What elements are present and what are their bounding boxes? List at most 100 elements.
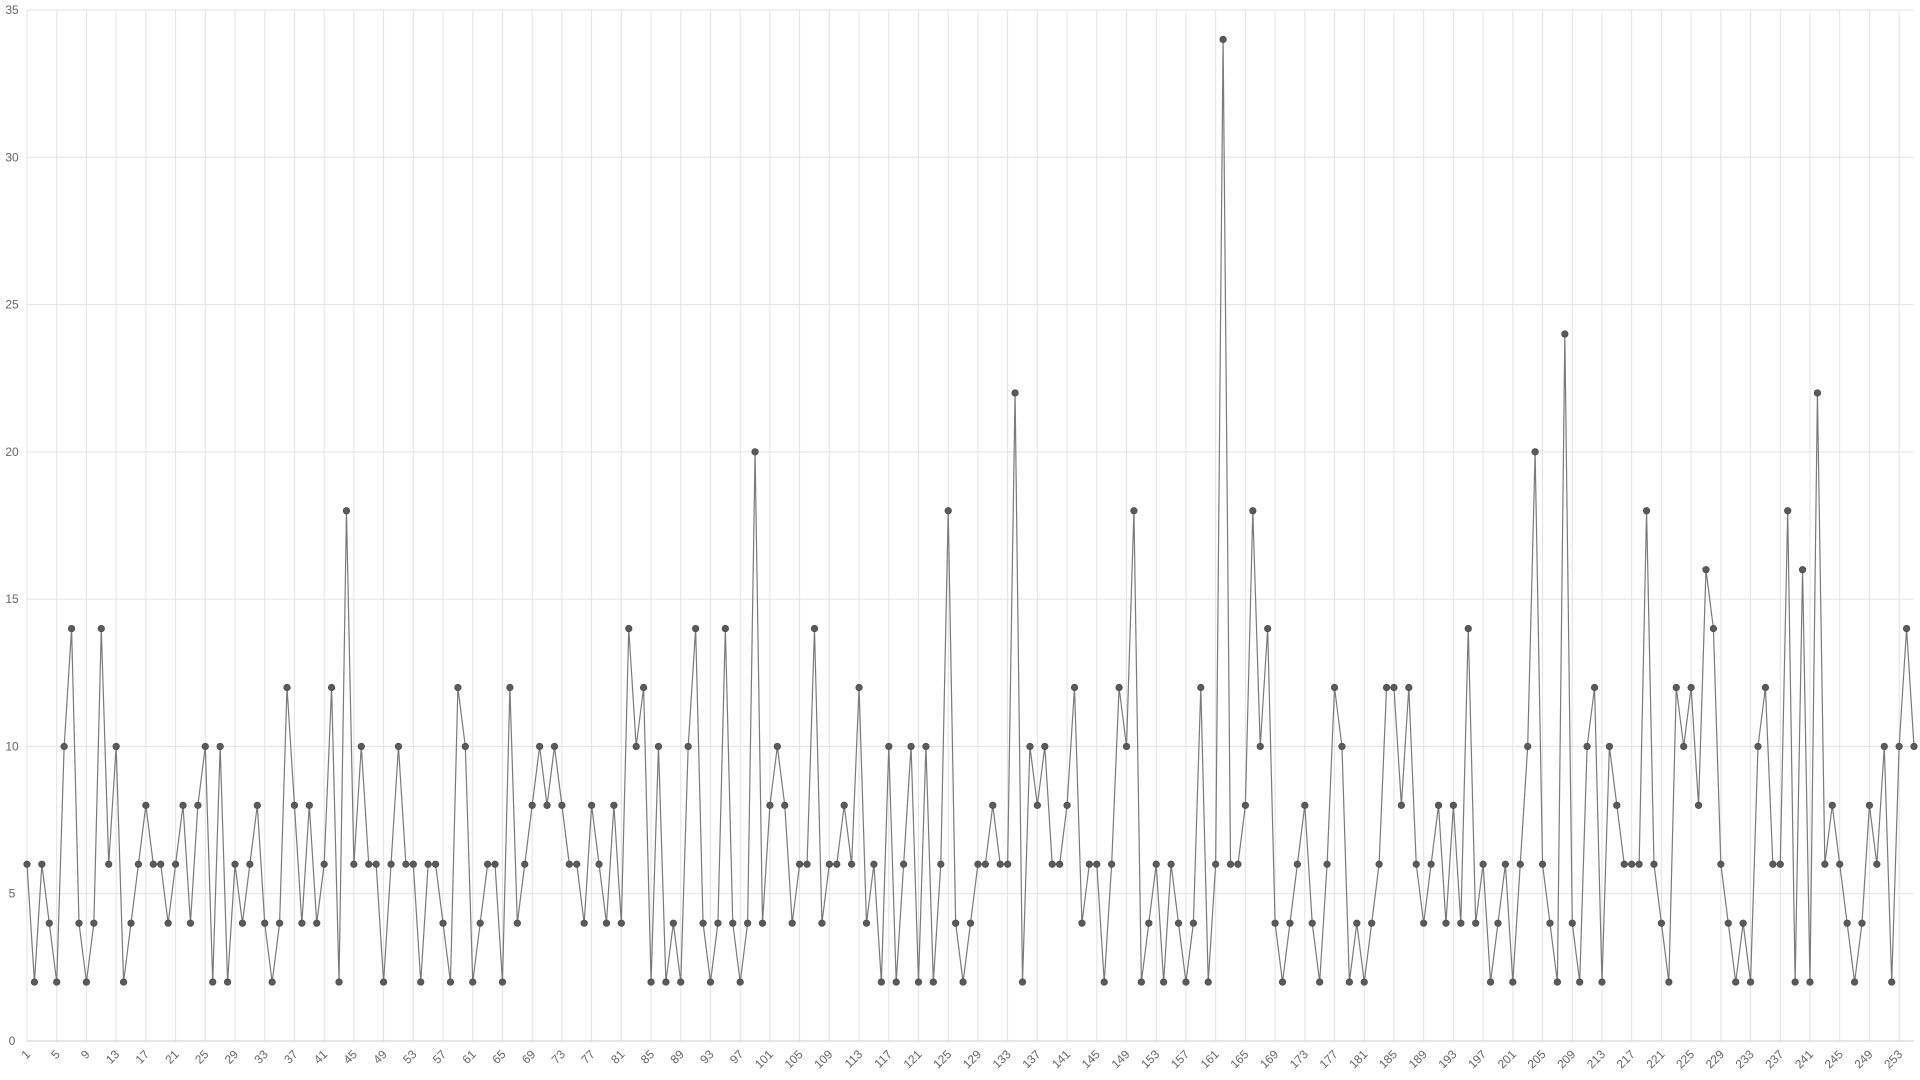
data-point: [1813, 389, 1822, 397]
data-point: [1278, 978, 1287, 986]
data-point: [246, 860, 254, 868]
data-point: [417, 978, 425, 986]
x-tick-label: 177: [1317, 1047, 1341, 1071]
x-tick-label: 181: [1346, 1047, 1370, 1071]
data-point: [1836, 860, 1844, 868]
x-tick-label: 29: [222, 1047, 242, 1067]
data-point: [1145, 919, 1153, 927]
data-point: [171, 860, 180, 868]
data-point: [736, 978, 744, 986]
data-point: [1063, 801, 1071, 809]
data-point: [1420, 919, 1428, 927]
data-point: [1902, 624, 1911, 633]
data-point: [1204, 978, 1212, 986]
data-point: [30, 978, 39, 986]
data-point: [862, 919, 871, 927]
data-point: [1078, 919, 1086, 927]
data-point: [223, 978, 232, 986]
data-point: [662, 978, 670, 986]
data-point: [1434, 801, 1443, 809]
data-point: [1219, 35, 1227, 44]
data-point: [907, 742, 915, 751]
data-point: [1546, 919, 1554, 927]
data-point: [1583, 742, 1591, 751]
data-point: [1850, 978, 1859, 986]
data-point: [1761, 683, 1770, 692]
x-tick-label: 129: [960, 1047, 984, 1071]
x-tick-label: 9: [78, 1047, 93, 1062]
data-point: [1301, 801, 1309, 809]
y-tick-label: 0: [9, 1034, 16, 1048]
data-point: [149, 860, 157, 868]
data-point: [1130, 507, 1138, 515]
x-tick-label: 121: [901, 1047, 925, 1071]
data-point: [1264, 624, 1272, 633]
data-point: [588, 801, 596, 809]
data-point: [1026, 742, 1034, 751]
data-point: [1791, 978, 1799, 986]
data-point: [536, 742, 544, 751]
data-point: [283, 683, 291, 692]
x-tick-label: 113: [842, 1047, 866, 1071]
data-point: [840, 801, 848, 809]
data-point: [1769, 860, 1777, 868]
data-point: [1048, 860, 1056, 868]
data-point: [164, 919, 172, 927]
x-tick-label: 125: [930, 1047, 954, 1071]
data-point: [981, 860, 989, 868]
data-point: [476, 919, 484, 927]
data-point: [298, 919, 306, 927]
data-point: [1709, 624, 1718, 633]
data-point: [1605, 742, 1614, 751]
data-point: [1360, 978, 1368, 986]
data-point: [1152, 860, 1160, 868]
data-point: [1085, 860, 1093, 868]
data-point: [1717, 860, 1725, 868]
data-point: [97, 624, 105, 633]
x-tick-label: 189: [1406, 1047, 1430, 1071]
data-point: [1776, 860, 1784, 868]
data-point: [870, 860, 878, 868]
data-point: [387, 860, 395, 868]
x-tick-label: 205: [1525, 1047, 1549, 1071]
y-tick-label: 30: [5, 150, 19, 164]
data-point: [654, 742, 663, 751]
data-point: [1479, 860, 1487, 868]
data-point: [1323, 860, 1331, 868]
data-point: [989, 801, 997, 809]
data-point: [1122, 742, 1131, 751]
y-tick-label: 25: [5, 298, 19, 312]
data-point: [1613, 801, 1621, 809]
x-tick-label: 1: [18, 1047, 33, 1062]
x-tick-label: 17: [133, 1047, 153, 1067]
data-point: [157, 860, 165, 868]
x-tick-label: 49: [370, 1047, 390, 1067]
x-tick-label: 201: [1495, 1047, 1519, 1071]
data-point: [1895, 742, 1903, 751]
data-point: [335, 978, 343, 986]
data-point: [521, 860, 529, 868]
data-point: [268, 978, 276, 986]
data-point: [491, 860, 499, 868]
data-point: [706, 978, 715, 986]
x-tick-label: 213: [1584, 1047, 1608, 1071]
data-point: [1561, 330, 1569, 338]
x-tick-label: 245: [1822, 1047, 1846, 1071]
data-point: [1330, 683, 1339, 692]
data-point: [677, 978, 685, 986]
data-point: [810, 624, 819, 633]
data-point: [142, 801, 150, 809]
data-point: [892, 978, 900, 986]
data-point: [506, 683, 514, 692]
data-point: [484, 860, 492, 868]
data-point: [922, 742, 930, 751]
data-point: [1256, 742, 1264, 751]
data-point: [573, 860, 581, 868]
data-point: [1241, 801, 1249, 809]
x-tick-label: 93: [697, 1047, 717, 1067]
x-tick-label: 169: [1257, 1047, 1281, 1071]
data-point: [796, 860, 804, 868]
data-point: [1368, 919, 1376, 927]
y-tick-label: 15: [5, 592, 19, 606]
